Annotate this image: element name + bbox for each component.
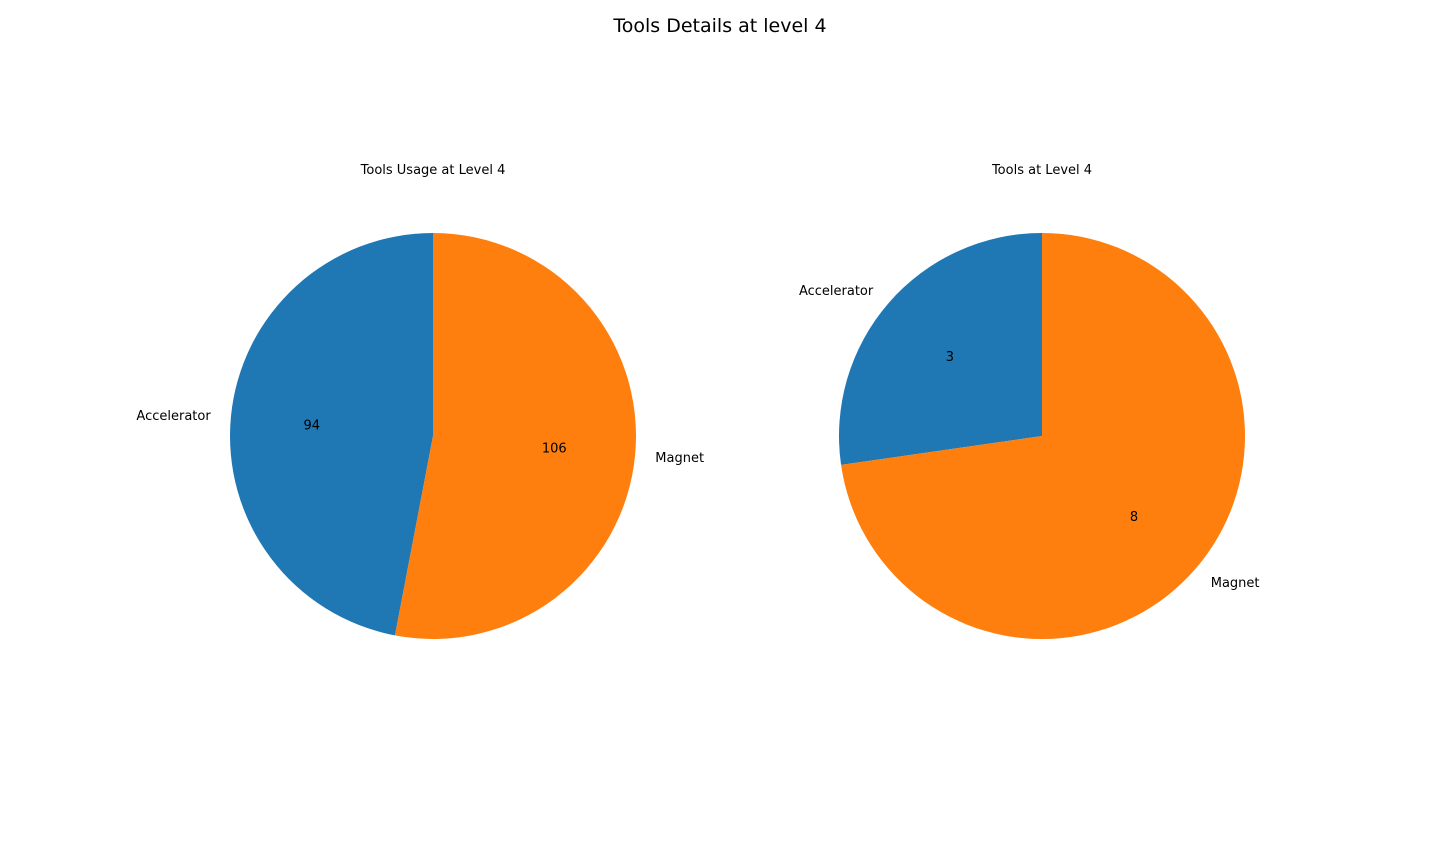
value-label-magnet-tools-usage: 106 xyxy=(542,441,567,456)
value-label-accelerator-tools: 3 xyxy=(946,350,954,365)
pie-title-tools: Tools at Level 4 xyxy=(991,163,1092,178)
pie-slice-accelerator-tools xyxy=(839,233,1042,465)
pie-slices-tools xyxy=(839,233,1245,639)
pie-labels-tools-usage: Accelerator 94 Magnet 106 xyxy=(136,409,704,466)
pie-chart-tools: Tools at Level 4 Accelerator 3 Magnet 8 xyxy=(799,163,1260,639)
pie-slice-accelerator-tools-usage xyxy=(230,233,433,636)
pie-slices-tools-usage xyxy=(230,233,637,639)
pie-title-tools-usage: Tools Usage at Level 4 xyxy=(360,163,506,178)
slice-label-accelerator-tools-usage: Accelerator xyxy=(136,409,211,424)
value-label-magnet-tools: 8 xyxy=(1130,510,1138,525)
pie-chart-tools-usage: Tools Usage at Level 4 Accelerator 94 Magn… xyxy=(136,163,704,639)
slice-label-magnet-tools-usage: Magnet xyxy=(655,451,704,466)
pie-slice-magnet-tools xyxy=(841,233,1245,639)
figure-title: Tools Details at level 4 xyxy=(612,15,826,37)
pie-slice-magnet-tools-usage xyxy=(394,233,637,639)
slice-label-accelerator-tools: Accelerator xyxy=(799,284,874,299)
value-label-accelerator-tools-usage: 94 xyxy=(303,419,320,434)
pie-labels-tools: Accelerator 3 Magnet 8 xyxy=(799,284,1260,591)
slice-label-magnet-tools: Magnet xyxy=(1211,576,1260,591)
